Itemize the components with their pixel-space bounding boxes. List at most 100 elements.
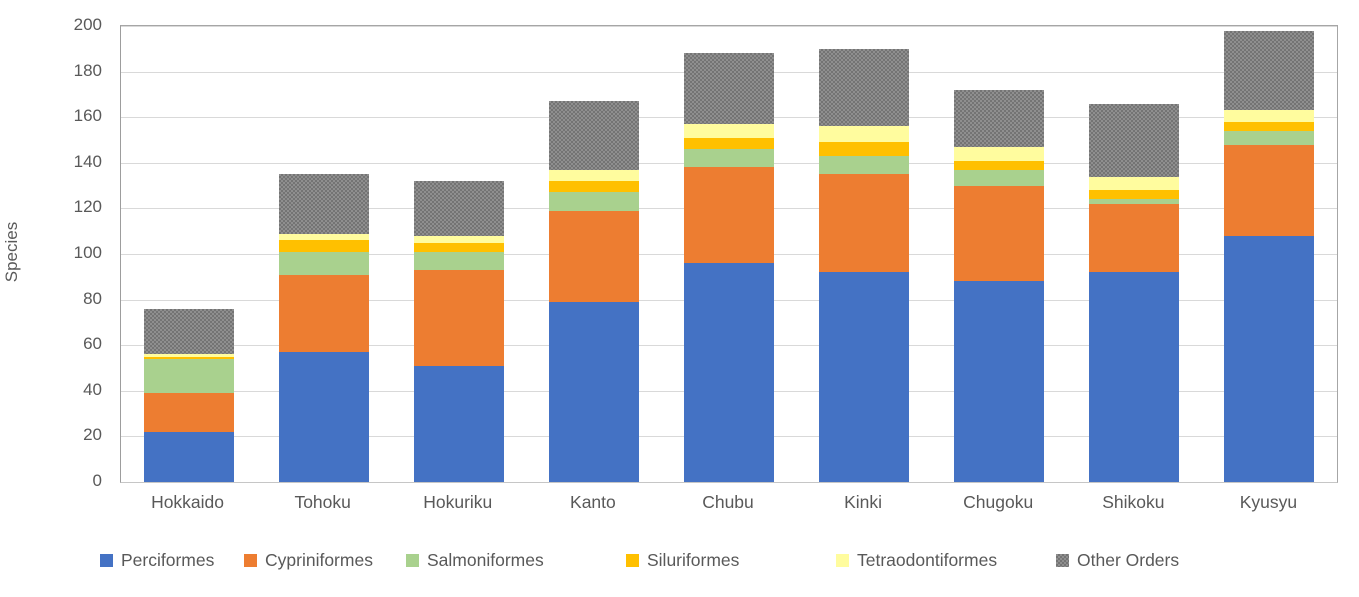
y-axis-tick-label: 20 xyxy=(83,425,102,445)
legend-swatch xyxy=(100,554,113,567)
x-axis-label: Kinki xyxy=(844,492,883,512)
plot-area xyxy=(120,25,1338,483)
bar-segment-salmoniformes xyxy=(1224,130,1315,145)
legend-label: Tetraodontiformes xyxy=(857,550,998,570)
bar-segment-cypriniformes xyxy=(548,210,639,302)
bar-segment-tetraodontiformes xyxy=(819,126,910,143)
bar-segment-cypriniformes xyxy=(143,393,234,432)
legend-swatch xyxy=(1056,554,1069,567)
bar-column-kinki xyxy=(819,48,910,482)
bar-column-kanto xyxy=(548,101,639,482)
y-axis-tick-label: 60 xyxy=(83,334,102,354)
bar-segment-tetraodontiformes xyxy=(278,233,369,241)
bar-segment-siluriformes xyxy=(278,240,369,252)
bar-segment-cypriniformes xyxy=(684,167,774,264)
y-axis-tick-label: 120 xyxy=(73,197,102,217)
bar-segment-perciformes xyxy=(819,272,910,482)
bar-segment-other-orders xyxy=(1224,30,1315,111)
legend-swatch xyxy=(836,554,849,567)
bar-segment-other-orders xyxy=(143,308,234,355)
bar-segment-salmoniformes xyxy=(819,155,910,175)
bar-segment-cypriniformes xyxy=(954,185,1045,282)
legend-item-tetraodontiformes: Tetraodontiformes xyxy=(836,550,997,571)
bar-segment-perciformes xyxy=(413,365,504,482)
x-axis-label: Hokuriku xyxy=(423,492,493,512)
legend-item-salmoniformes: Salmoniformes xyxy=(406,550,544,571)
legend-swatch xyxy=(406,554,419,567)
bar-segment-siluriformes xyxy=(684,137,774,150)
bar-segment-perciformes xyxy=(278,352,369,482)
x-axis-label: Hokkaido xyxy=(151,492,225,512)
bar-segment-siluriformes xyxy=(413,242,504,252)
y-axis-tick-label: 40 xyxy=(83,379,102,399)
bar-segment-perciformes xyxy=(143,431,234,482)
bar-segment-other-orders xyxy=(1089,103,1180,177)
bar-segment-tetraodontiformes xyxy=(954,146,1045,161)
bar-segment-salmoniformes xyxy=(1089,199,1180,204)
bar-segment-siluriformes xyxy=(1224,121,1315,131)
x-axis-label: Shikoku xyxy=(1102,492,1165,512)
bar-segment-salmoniformes xyxy=(548,192,639,211)
bar-segment-perciformes xyxy=(1224,235,1315,482)
bar-segment-tetraodontiformes xyxy=(1224,110,1315,122)
bar-segment-other-orders xyxy=(548,101,639,170)
bar-segment-other-orders xyxy=(684,53,774,125)
y-axis-tick-label: 160 xyxy=(73,106,102,126)
bar-segment-other-orders xyxy=(819,48,910,127)
bar-column-hokuriku xyxy=(413,181,504,482)
bar-segment-salmoniformes xyxy=(684,149,774,168)
bar-column-shikoku xyxy=(1089,103,1180,482)
bar-segment-cypriniformes xyxy=(1089,203,1180,273)
bar-segment-tetraodontiformes xyxy=(1089,176,1180,191)
legend-label: Salmoniformes xyxy=(427,550,544,570)
bar-column-hokkaido xyxy=(143,308,234,482)
y-axis-tick-label: 0 xyxy=(92,471,102,490)
y-axis-tick-label: 100 xyxy=(73,243,102,262)
legend-swatch xyxy=(244,554,257,567)
y-axis: 0 20 40 60 80 100 120 140 160 180 200 xyxy=(0,15,102,490)
legend-label: Cypriniformes xyxy=(265,550,373,570)
bar-column-kyusyu xyxy=(1224,30,1315,482)
bar-segment-other-orders xyxy=(413,181,504,236)
bar-segment-salmoniformes xyxy=(413,251,504,270)
bar-segment-perciformes xyxy=(548,301,639,482)
bar-segment-cypriniformes xyxy=(278,274,369,353)
legend-label: Other Orders xyxy=(1077,550,1180,570)
legend-item-perciformes: Perciformes xyxy=(100,550,214,571)
x-axis-label: Chugoku xyxy=(963,492,1034,512)
bar-segment-perciformes xyxy=(1089,272,1180,482)
x-axis-label: Tohoku xyxy=(294,492,351,512)
gridline xyxy=(121,26,1337,27)
bar-segment-cypriniformes xyxy=(413,269,504,366)
y-axis-tick-label: 80 xyxy=(83,288,102,308)
legend-item-cypriniformes: Cypriniformes xyxy=(244,550,373,571)
bar-segment-perciformes xyxy=(954,281,1045,482)
bar-segment-tetraodontiformes xyxy=(413,235,504,243)
bar-segment-cypriniformes xyxy=(819,174,910,273)
y-axis-tick-label: 140 xyxy=(73,151,102,171)
bar-segment-other-orders xyxy=(278,174,369,234)
bar-segment-tetraodontiformes xyxy=(548,169,639,182)
bar-column-tohoku xyxy=(278,174,369,482)
legend-label: Siluriformes xyxy=(647,550,740,570)
x-axis-label: Chubu xyxy=(702,492,754,512)
bar-segment-siluriformes xyxy=(954,160,1045,170)
bar-segment-siluriformes xyxy=(143,356,234,359)
bar-segment-other-orders xyxy=(954,89,1045,147)
bar-segment-salmoniformes xyxy=(143,358,234,394)
legend-item-other-orders: Other Orders xyxy=(1056,550,1179,571)
bar-segment-perciformes xyxy=(684,263,774,482)
bar-segment-salmoniformes xyxy=(954,169,1045,186)
bar-segment-tetraodontiformes xyxy=(684,124,774,138)
y-axis-tick-label: 200 xyxy=(73,15,102,34)
x-axis: Hokkaido Tohoku Hokuriku Kanto Chubu Kinki Chu… xyxy=(120,492,1336,516)
bar-column-chubu xyxy=(684,53,774,482)
y-axis-tick-label: 180 xyxy=(73,60,102,80)
bar-column-chugoku xyxy=(954,89,1045,482)
x-axis-label: Kyusyu xyxy=(1239,492,1298,512)
bar-segment-siluriformes xyxy=(819,142,910,156)
bar-segment-cypriniformes xyxy=(1224,144,1315,236)
legend-swatch xyxy=(626,554,639,567)
bar-segment-salmoniformes xyxy=(278,251,369,275)
